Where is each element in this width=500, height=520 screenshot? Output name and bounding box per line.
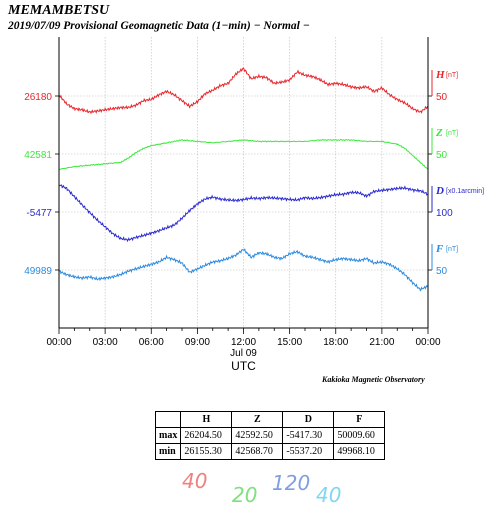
scale-mark-d: 120 (272, 471, 311, 495)
stats-col-f: F (333, 411, 386, 428)
left-label-h: 26180 (24, 92, 52, 103)
x-tick-label: 15:00 (277, 337, 302, 348)
stats-cell: 42568.70 (231, 443, 284, 460)
scale-mark-f: 40 (316, 483, 342, 507)
stats-corner (154, 411, 182, 428)
series-lines (58, 67, 429, 292)
series-unit-h: [nT] (446, 72, 458, 79)
stats-cell: 26204.50 (180, 427, 233, 444)
chart-subtitle: 2019/07/09 Provisional Geomagnetic Data … (8, 20, 310, 32)
title-block: MEMAMBETSU 2019/07/09 Provisional Geomag… (8, 3, 310, 33)
stats-col-d: D (282, 411, 335, 428)
x-date-label: Jul 09 (230, 348, 257, 359)
station-name: MEMAMBETSU (8, 3, 110, 18)
stats-cell: 42592.50 (231, 427, 284, 444)
series-line-h (58, 67, 429, 115)
stats-col-z: Z (231, 411, 284, 428)
observatory-credit: Kakioka Magnetic Observatory (322, 375, 425, 384)
stats-cell: 26155.30 (180, 443, 233, 460)
right-label-d: 100 (436, 208, 453, 219)
axes (55, 37, 433, 334)
right-label-h: 50 (436, 92, 448, 103)
stats-col-h: H (180, 411, 233, 428)
series-line-d (58, 184, 429, 243)
right-label-z: 50 (436, 150, 448, 161)
left-label-d: -5477 (26, 208, 52, 219)
x-tick-label: 21:00 (369, 337, 394, 348)
stats-cell: -5537.20 (282, 443, 335, 460)
x-tick-label: 18:00 (323, 337, 348, 348)
x-tick-label: 06:00 (139, 337, 164, 348)
series-line-f (58, 248, 429, 292)
stats-row-label: min (154, 443, 182, 460)
stats-row-label: max (154, 427, 182, 444)
stats-row-max: max 26204.50 42592.50 -5417.30 50009.60 (154, 427, 386, 444)
x-tick-label: 00:00 (415, 337, 440, 348)
left-label-f: 49989 (24, 266, 52, 277)
series-name-d: D (435, 185, 444, 197)
axis-labels: 00:00 03:00 06:00 09:00 12:00 15:00 18:00 21:00… (24, 69, 484, 373)
x-tick-label: 12:00 (231, 337, 256, 348)
x-tick-label: 03:00 (93, 337, 118, 348)
scale-mark-z: 20 (232, 483, 258, 507)
series-unit-z: [nT] (446, 130, 458, 137)
stats-row-min: min 26155.30 42568.70 -5537.20 49968.10 (154, 443, 386, 460)
scale-marks: 40 20 120 40 (0, 465, 500, 520)
stats-header-row: H Z D F (154, 411, 386, 428)
series-name-z: Z (435, 127, 443, 139)
stats-cell: 50009.60 (333, 427, 386, 444)
series-name-f: F (435, 243, 444, 255)
x-tick-label: 00:00 (46, 337, 71, 348)
right-label-f: 50 (436, 266, 448, 277)
series-line-z (58, 138, 429, 171)
series-name-h: H (435, 69, 445, 81)
geomagnetic-chart: 00:00 03:00 06:00 09:00 12:00 15:00 18:00 21:00… (24, 37, 484, 373)
x-axis-label: UTC (231, 359, 256, 373)
scale-mark-h: 40 (182, 469, 208, 493)
series-unit-f: [nT] (446, 246, 458, 253)
grid (59, 37, 428, 328)
left-label-z: 42581 (24, 150, 52, 161)
stats-table: H Z D F max 26204.50 42592.50 -5417.30 5… (154, 411, 386, 460)
stats-cell: -5417.30 (282, 427, 335, 444)
series-unit-d: [x0.1arcmin] (446, 188, 484, 195)
stats-cell: 49968.10 (333, 443, 386, 460)
x-tick-label: 09:00 (185, 337, 210, 348)
